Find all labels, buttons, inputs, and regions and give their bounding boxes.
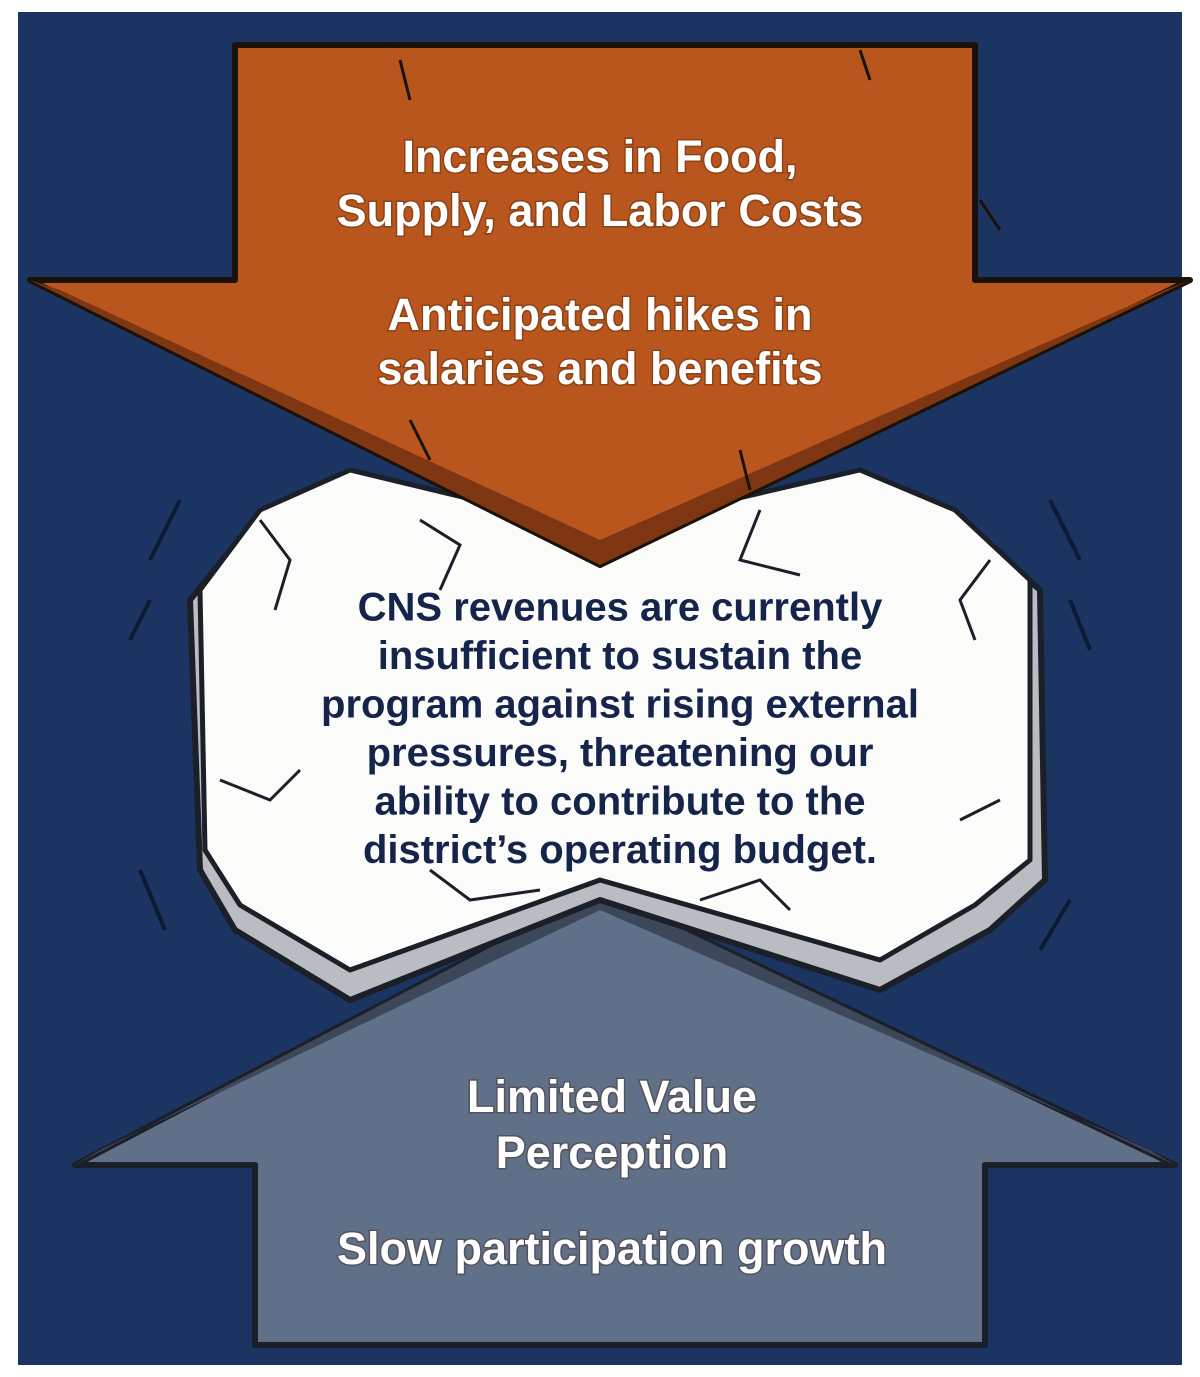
top-subheading: Anticipated hikes in <box>387 289 812 340</box>
bottom-heading: Limited Value <box>467 1071 757 1122</box>
center-text: district’s operating budget. <box>363 828 877 872</box>
center-text: program against rising external <box>321 683 919 727</box>
top-heading: Supply, and Labor Costs <box>337 185 864 236</box>
page: Increases in Food,Supply, and Labor Cost… <box>0 0 1200 1377</box>
center-text: insufficient to sustain the <box>378 634 862 678</box>
bottom-subheading: Slow participation growth <box>337 1223 887 1274</box>
center-text: CNS revenues are currently <box>358 586 883 630</box>
top-subheading: salaries and benefits <box>377 343 822 394</box>
center-text: ability to contribute to the <box>374 780 865 824</box>
center-text: pressures, threatening our <box>367 731 874 775</box>
top-heading: Increases in Food, <box>402 131 797 182</box>
diagram: Increases in Food,Supply, and Labor Cost… <box>0 0 1200 1377</box>
bottom-heading: Perception <box>496 1127 729 1178</box>
